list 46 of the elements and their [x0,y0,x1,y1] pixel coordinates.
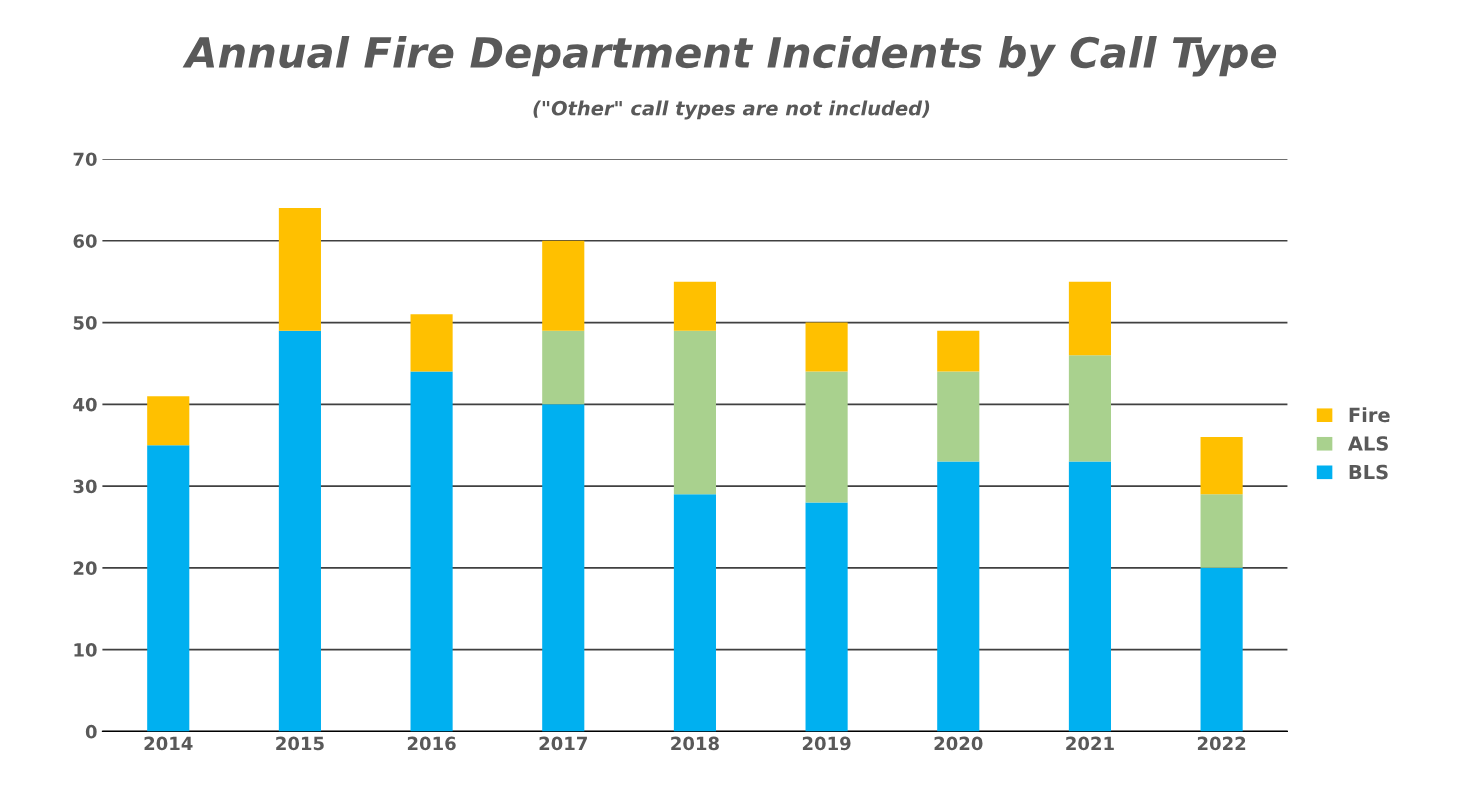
bar [542,240,585,331]
y-tick-label: 50 [73,316,97,330]
legend-label: BLS [1349,464,1388,480]
bar [542,330,585,405]
bar [410,314,453,372]
bar [1068,281,1111,356]
y-tick-label: 10 [74,643,97,657]
bar [278,330,321,732]
chart-title: Annual Fire Department Incidents by Call Type [182,35,1277,77]
bar [937,461,980,732]
bar [1068,355,1111,462]
bar [410,371,453,732]
legend-label: Fire [1349,407,1390,423]
bar [805,322,848,372]
bar [673,281,716,331]
y-tick-label: 40 [73,397,97,412]
y-tick-label: 20 [73,561,97,575]
y-tick-label: 0 [85,724,97,739]
bar [805,371,848,503]
bar [1200,494,1243,568]
bar [278,208,321,331]
bar [805,502,848,732]
x-tick-label: 2014 [144,736,193,751]
bar [147,396,190,446]
x-tick-label: 2015 [276,736,324,751]
bar [542,404,585,732]
y-tick-label: 60 [73,234,97,248]
x-tick-label: 2018 [671,736,719,751]
bar [673,330,716,495]
bar [1200,567,1243,732]
chart-subtitle: ("Other" call types are not included) [533,100,930,120]
x-tick-label: 2021 [1066,736,1114,751]
x-tick-label: 2019 [802,736,851,751]
bar [937,330,980,372]
x-tick-label: 2016 [407,736,456,751]
bar [1068,461,1111,732]
bar [673,494,716,732]
legend-label: ALS [1348,436,1388,451]
y-tick-label: 30 [73,479,97,494]
x-tick-label: 2022 [1197,736,1246,751]
bar [147,445,190,732]
bar [1200,437,1243,495]
bar [937,371,980,462]
x-tick-label: 2020 [934,736,983,751]
x-tick-label: 2017 [539,736,587,751]
y-tick-label: 70 [73,152,97,167]
